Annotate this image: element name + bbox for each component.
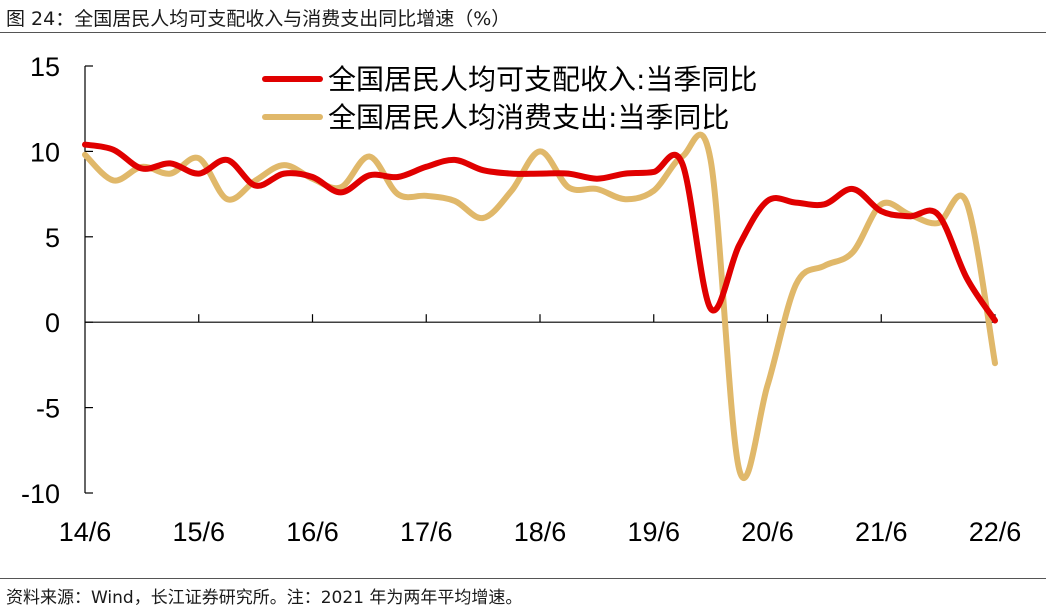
y-tick-label: -5 (36, 394, 60, 424)
x-tick-label: 19/6 (627, 517, 680, 547)
legend-item-consumption-label: 全国居民人均消费支出:当季同比 (328, 101, 729, 134)
x-tick-label: 17/6 (400, 517, 453, 547)
x-tick-label: 18/6 (514, 517, 567, 547)
title-divider (0, 32, 1046, 33)
x-tick-label: 20/6 (741, 517, 794, 547)
x-axis: 14/6 15/6 16/6 17/6 18/6 19/6 20/6 21/6 22/6 (59, 314, 1022, 547)
x-tick-label: 21/6 (855, 517, 908, 547)
y-axis: -10 -5 0 5 10 15 (21, 52, 93, 509)
footer-divider (0, 578, 1046, 579)
figure-title: 图 24：全国居民人均可支配收入与消费支出同比增速（%） (6, 8, 511, 30)
x-tick-label: 16/6 (286, 517, 339, 547)
y-tick-label: 5 (45, 223, 60, 253)
x-tick-label: 15/6 (172, 517, 225, 547)
x-tick-label: 22/6 (969, 517, 1022, 547)
y-tick-label: -10 (21, 479, 60, 509)
y-tick-label: 15 (30, 52, 60, 82)
series-lines (82, 131, 998, 482)
line-chart: -10 -5 0 5 10 15 14/6 15/6 16/6 17/6 18/6 19/6 20/6… (21, 52, 1022, 547)
x-tick-label: 14/6 (59, 517, 112, 547)
y-tick-label: 0 (45, 308, 60, 338)
y-tick-label: 10 (30, 137, 60, 167)
legend-item-income-label: 全国居民人均可支配收入:当季同比 (328, 63, 757, 96)
income-series-line (82, 141, 998, 324)
source-note: 资料来源：Wind，长江证券研究所。注：2021 年为两年平均增速。 (6, 588, 523, 608)
consumption-series-line (82, 131, 998, 482)
